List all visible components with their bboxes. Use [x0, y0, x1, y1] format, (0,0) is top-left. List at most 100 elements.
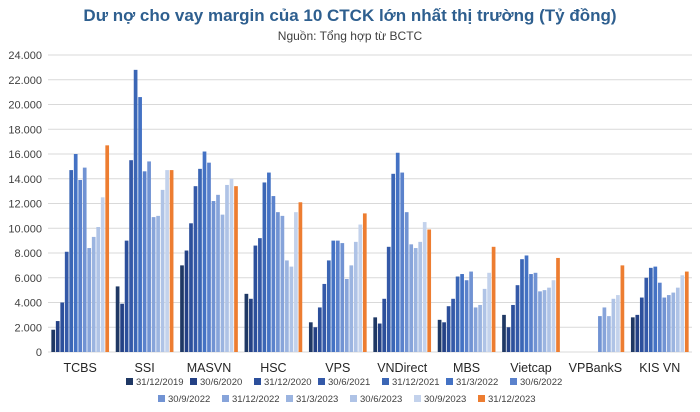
bar [418, 241, 423, 352]
x-category-label: HSC [260, 361, 286, 375]
bar [607, 316, 611, 352]
legend-label: 30/6/2023 [360, 394, 402, 405]
bar [478, 304, 482, 352]
bar [165, 170, 169, 352]
bar [413, 248, 418, 352]
bar [511, 304, 515, 352]
bar [409, 244, 414, 352]
bar [404, 212, 409, 352]
bar [91, 236, 96, 352]
bar [556, 257, 560, 352]
chart-subtitle: Nguồn: Tổng hợp từ BCTC [277, 29, 423, 43]
bar [662, 297, 667, 352]
bar [529, 274, 533, 352]
x-category-label: SSI [135, 361, 155, 375]
bar [193, 186, 198, 352]
legend-label: 31/12/2019 [136, 377, 184, 388]
bar [202, 151, 207, 352]
bar [313, 327, 318, 352]
legend-swatch [318, 378, 325, 385]
bar [344, 278, 349, 352]
bar [464, 280, 469, 352]
bar [156, 215, 160, 352]
x-category-label: VNDirect [377, 361, 428, 375]
bar [644, 277, 649, 352]
bar [169, 170, 174, 352]
bar [358, 224, 363, 352]
bar [64, 251, 69, 352]
y-tick-label: 22.000 [8, 75, 42, 87]
bar [69, 170, 74, 352]
y-tick-label: 16.000 [8, 149, 42, 161]
bar [120, 303, 124, 352]
legend-label: 31/12/2023 [488, 394, 536, 405]
bar [602, 307, 607, 352]
bar [684, 271, 689, 352]
bar [234, 186, 238, 352]
bar [198, 168, 202, 352]
bar [611, 298, 616, 352]
bar [520, 259, 524, 352]
legend-label: 30/9/2022 [168, 394, 210, 405]
legend-swatch [414, 395, 421, 402]
bar [294, 212, 298, 352]
bar [225, 184, 229, 352]
legend-label: 31/12/2022 [232, 394, 280, 405]
bar [100, 197, 105, 352]
bar [515, 285, 520, 352]
legend-swatch [126, 378, 133, 385]
y-tick-label: 18.000 [8, 124, 42, 136]
bar [115, 286, 120, 352]
bar [542, 290, 547, 352]
y-tick-label: 20.000 [8, 100, 42, 112]
bar [455, 276, 460, 352]
bar [469, 271, 473, 352]
legend-swatch [446, 378, 453, 385]
bar [267, 172, 271, 352]
legend-swatch [190, 378, 197, 385]
bar [353, 241, 358, 352]
bar [362, 213, 367, 352]
bar [598, 316, 602, 352]
bar [317, 307, 322, 352]
bar [635, 314, 640, 352]
x-category-label: VPBankS [569, 361, 623, 375]
legend-swatch [478, 395, 485, 402]
bar [335, 240, 340, 352]
bar [482, 288, 487, 352]
x-category-label: TCBS [64, 361, 97, 375]
bar [138, 97, 142, 352]
chart-title: Dư nợ cho vay margin của 10 CTCK lớn nhấ… [83, 6, 617, 25]
bar [666, 295, 671, 352]
legend-label: 30/6/2020 [200, 377, 242, 388]
x-category-label: MASVN [187, 361, 231, 375]
legend-label: 31/3/2022 [456, 377, 498, 388]
bar [340, 243, 345, 352]
bar [533, 272, 538, 352]
y-tick-label: 10.000 [8, 223, 42, 235]
bar [271, 196, 276, 352]
bar [184, 250, 189, 352]
legend-swatch [286, 395, 293, 402]
bar [160, 189, 165, 352]
bar [373, 317, 378, 352]
bar [400, 172, 405, 352]
x-category-label: VPS [325, 361, 350, 375]
bar [151, 217, 156, 352]
bar [60, 302, 65, 352]
bar [657, 282, 662, 352]
bar [253, 245, 258, 352]
bar [133, 69, 138, 352]
legend-swatch [158, 395, 165, 402]
bar [395, 152, 400, 352]
bar [276, 212, 280, 352]
bar [78, 179, 83, 352]
y-tick-label: 8.000 [14, 248, 42, 260]
bar [280, 215, 285, 352]
legend-swatch [350, 395, 357, 402]
x-category-label: KIS VN [639, 361, 680, 375]
bar [446, 306, 451, 352]
legend-label: 31/12/2021 [392, 377, 440, 388]
bar [211, 201, 216, 352]
